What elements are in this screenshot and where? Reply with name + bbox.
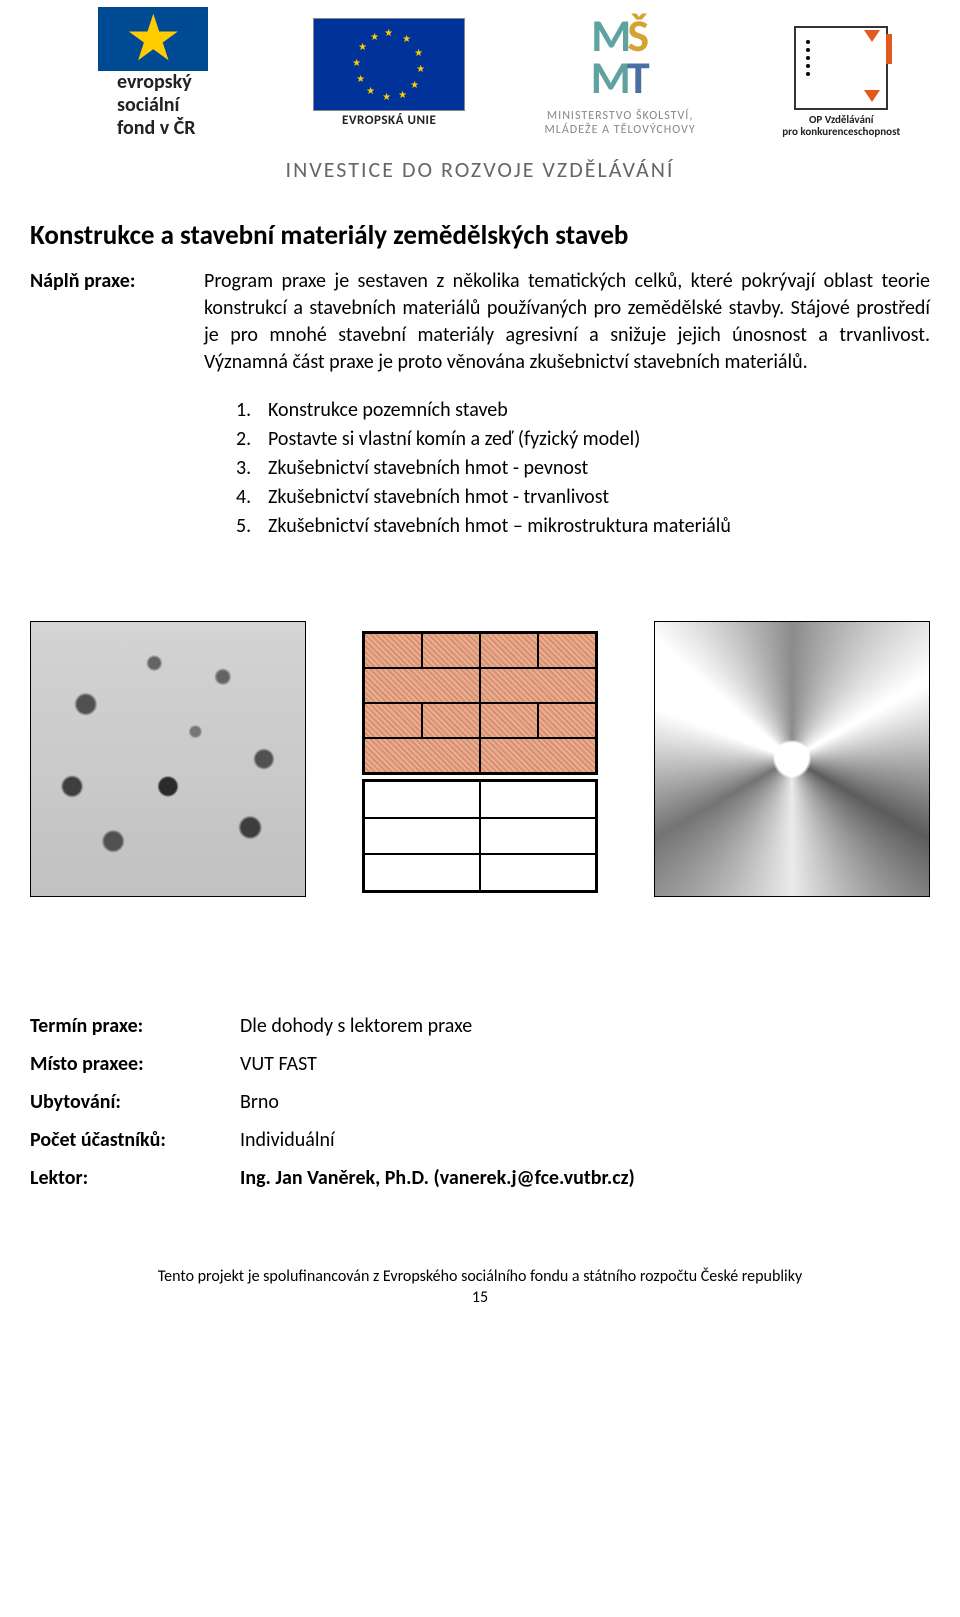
list-item: 4.Zkušebnictví stavebních hmot - trvanli…: [236, 483, 930, 512]
meta-row-lektor: Lektor: Ing. Jan Vaněrek, Ph.D. (vanerek…: [30, 1159, 930, 1197]
item-5: Zkušebnictví stavebních hmot – mikrostru…: [268, 512, 731, 541]
misto-value: VUT FAST: [240, 1045, 930, 1083]
meta-row-misto: Místo praxee: VUT FAST: [30, 1045, 930, 1083]
opvk-box-icon: [794, 26, 888, 110]
list-item: 3.Zkušebnictví stavebních hmot - pevnost: [236, 454, 930, 483]
esf-star-icon: [98, 7, 208, 71]
napln-row: Náplň praxe: Program praxe je sestaven z…: [30, 268, 930, 541]
eu-flag-icon: ★ ★ ★ ★ ★ ★ ★ ★ ★ ★ ★ ★: [313, 18, 465, 111]
meta-row-termin: Termín praxe: Dle dohody s lektorem prax…: [30, 1007, 930, 1045]
investice-headline: INVESTICE DO ROZVOJE VZDĚLÁVÁNÍ: [30, 146, 930, 209]
msmt-logo: MŠ MT MINISTERSTVO ŠKOLSTVÍ, MLÁDEŽE A T…: [502, 18, 739, 138]
esf-logo: evropský sociální fond v ČR: [30, 18, 277, 128]
msmt-text: MINISTERSTVO ŠKOLSTVÍ, MLÁDEŽE A TĚLOVÝC…: [545, 110, 696, 138]
eu-label: EVROPSKÁ UNIE: [342, 113, 436, 128]
lektor-value: Ing. Jan Vaněrek, Ph.D. (vanerek.j@fce.v…: [240, 1159, 930, 1197]
footer-line: Tento projekt je spolufinancován z Evrop…: [30, 1267, 930, 1288]
list-item: 1.Konstrukce pozemních staveb: [236, 396, 930, 425]
misto-label: Místo praxee:: [30, 1045, 240, 1083]
esf-line2: sociální: [117, 94, 196, 117]
item-2: Postavte si vlastní komín a zeď (fyzický…: [268, 425, 640, 454]
termin-label: Termín praxe:: [30, 1007, 240, 1045]
thumb-concrete-microstructure: [30, 621, 306, 897]
msmt-line2: MLÁDEŽE A TĚLOVÝCHOVY: [545, 123, 696, 137]
opvk-line1: OP Vzdělávání: [809, 113, 874, 126]
pocet-label: Počet účastníků:: [30, 1121, 240, 1159]
page-number: 15: [30, 1288, 930, 1309]
list-item: 2.Postavte si vlastní komín a zeď (fyzic…: [236, 425, 930, 454]
brick-wall-lower: [362, 779, 598, 893]
meta-row-ubytovani: Ubytování: Brno: [30, 1083, 930, 1121]
image-row: [30, 541, 930, 947]
msmt-line1: MINISTERSTVO ŠKOLSTVÍ,: [547, 109, 693, 123]
pocet-value: Individuální: [240, 1121, 930, 1159]
topic-list: 1.Konstrukce pozemních staveb 2.Postavte…: [204, 376, 930, 541]
thumb-brick-wall-diagram: [342, 621, 618, 897]
document-title: Konstrukce a stavební materiály zeměděls…: [30, 209, 930, 268]
footer: Tento projekt je spolufinancován z Evrop…: [30, 1197, 930, 1309]
lektor-label: Lektor:: [30, 1159, 240, 1197]
opvk-line2: pro konkurenceschopnost: [782, 125, 900, 138]
msmt-icon-2: MT: [591, 50, 650, 106]
item-1: Konstrukce pozemních staveb: [268, 396, 508, 425]
esf-line3: fond v ČR: [117, 117, 196, 140]
item-4: Zkušebnictví stavebních hmot - trvanlivo…: [268, 483, 609, 512]
logo-row: evropský sociální fond v ČR ★ ★ ★ ★ ★ ★ …: [30, 0, 930, 146]
meta-row-pocet: Počet účastníků: Individuální: [30, 1121, 930, 1159]
napln-content: Program praxe je sestaven z několika tem…: [204, 268, 930, 541]
brick-wall-upper: [362, 631, 598, 775]
item-3: Zkušebnictví stavebních hmot - pevnost: [268, 454, 588, 483]
napln-label: Náplň praxe:: [30, 268, 190, 541]
page: evropský sociální fond v ČR ★ ★ ★ ★ ★ ★ …: [0, 0, 960, 1329]
ubytovani-value: Brno: [240, 1083, 930, 1121]
thumb-crystal-microstructure: [654, 621, 930, 897]
eu-logo: ★ ★ ★ ★ ★ ★ ★ ★ ★ ★ ★ ★ EVROPSKÁ UNIE: [291, 18, 488, 128]
esf-text: evropský sociální fond v ČR: [111, 71, 196, 140]
ubytovani-label: Ubytování:: [30, 1083, 240, 1121]
termin-value: Dle dohody s lektorem praxe: [240, 1007, 930, 1045]
opvk-logo: OP Vzdělávání pro konkurenceschopnost: [752, 18, 930, 138]
opvk-text: OP Vzdělávání pro konkurenceschopnost: [782, 114, 900, 138]
meta-table: Termín praxe: Dle dohody s lektorem prax…: [30, 947, 930, 1197]
napln-text: Program praxe je sestaven z několika tem…: [204, 268, 930, 376]
list-item: 5.Zkušebnictví stavebních hmot – mikrost…: [236, 512, 930, 541]
